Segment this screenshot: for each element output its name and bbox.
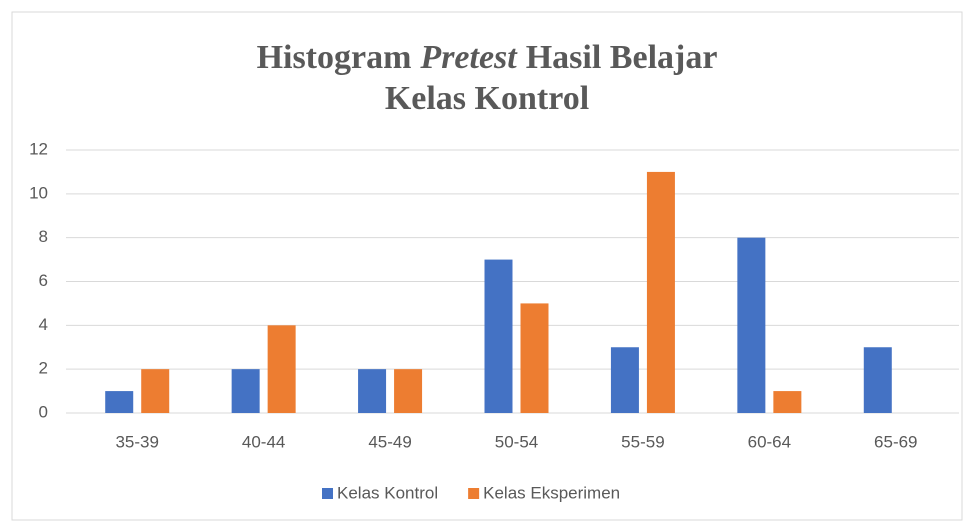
bar (610, 347, 639, 413)
x-tick-label: 60-64 (748, 432, 791, 451)
bar (267, 325, 296, 413)
bar (394, 369, 423, 413)
title-part: Pretest (419, 39, 518, 76)
x-tick-label: 40-44 (242, 432, 285, 451)
chart-title: Kelas Kontrol (385, 80, 589, 117)
x-tick-label: 35-39 (115, 432, 158, 451)
legend-label: Kelas Eksperimen (483, 483, 620, 502)
chart-title: Histogram Pretest Hasil Belajar (257, 39, 718, 76)
bar (773, 391, 802, 413)
legend-swatch (322, 488, 333, 499)
y-tick-label: 10 (29, 183, 48, 202)
bar (105, 391, 134, 413)
title-part: Hasil Belajar (526, 39, 718, 76)
bar (646, 171, 675, 413)
y-tick-label: 0 (39, 402, 48, 421)
y-tick-label: 4 (39, 315, 48, 334)
bar (358, 369, 387, 413)
x-tick-label: 65-69 (874, 432, 917, 451)
y-tick-label: 2 (39, 359, 48, 378)
bar (863, 347, 892, 413)
bar (484, 259, 513, 413)
x-tick-label: 55-59 (621, 432, 664, 451)
legend-label: Kelas Kontrol (337, 483, 438, 502)
title-part: Histogram (257, 39, 412, 76)
y-tick-label: 6 (39, 271, 48, 290)
x-tick-label: 45-49 (368, 432, 411, 451)
legend-swatch (468, 488, 480, 499)
x-tick-label: 50-54 (495, 432, 538, 451)
y-tick-label: 8 (39, 227, 48, 246)
bar (231, 369, 260, 413)
bar (737, 237, 766, 413)
bar (520, 303, 549, 413)
y-tick-label: 12 (29, 139, 48, 158)
bar (141, 369, 170, 413)
